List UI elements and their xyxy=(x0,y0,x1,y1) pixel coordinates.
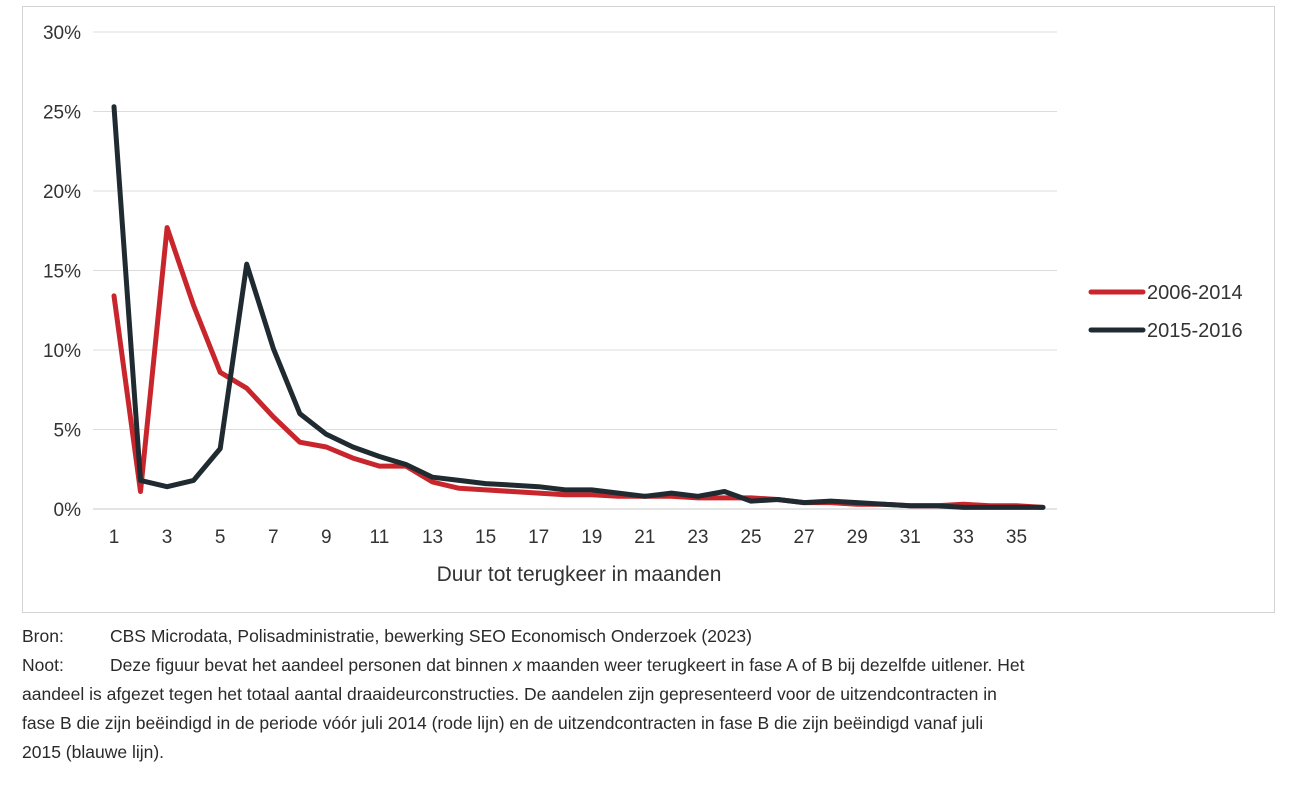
x-tick-label: 25 xyxy=(740,527,761,548)
series-line-2015-2016 xyxy=(111,104,1046,510)
x-tick-label: 5 xyxy=(215,527,226,548)
x-tick-label: 27 xyxy=(794,527,815,548)
y-tick-label: 30% xyxy=(43,23,81,44)
note-x-variable: x xyxy=(512,655,522,675)
x-tick-label: 33 xyxy=(953,527,974,548)
y-tick-label: 25% xyxy=(43,103,81,124)
x-tick-label: 7 xyxy=(268,527,279,548)
y-tick-label: 10% xyxy=(43,341,81,362)
legend: 2006-2014 2015-2016 xyxy=(1088,282,1243,342)
note-text-line-2: aandeel is afgezet tegen het totaal aant… xyxy=(22,684,997,704)
x-tick-label: 17 xyxy=(528,527,549,548)
chart-notes: Bron: CBS Microdata, Polisadministratie,… xyxy=(22,622,1277,767)
y-tick-label: 20% xyxy=(43,182,81,203)
chart-frame: 0% 5% 10% 15% 20% 25% 30% 1 3 5 7 9 11 13 15 17 19 21 23 2… xyxy=(22,6,1275,613)
x-tick-label: 11 xyxy=(370,527,390,548)
note-text-line-1: Deze figuur bevat het aandeel personen d… xyxy=(110,651,1277,680)
note-line-1: Noot: Deze figuur bevat het aandeel pers… xyxy=(22,651,1277,680)
x-tick-label: 19 xyxy=(581,527,602,548)
x-tick-label: 29 xyxy=(847,527,868,548)
x-tick-label: 31 xyxy=(900,527,921,548)
gridlines xyxy=(93,31,1057,510)
x-tick-label: 3 xyxy=(162,527,173,548)
series-line-2006-2014 xyxy=(111,225,1046,510)
note-text-line-4: 2015 (blauwe lijn). xyxy=(22,742,165,762)
note-key: Noot: xyxy=(22,655,64,675)
legend-label-2006-2014: 2006-2014 xyxy=(1147,282,1243,304)
x-tick-label: 21 xyxy=(634,527,655,548)
note-text-line1-rest: maanden weer terugkeert in fase A of B b… xyxy=(521,655,1025,675)
series-lines xyxy=(111,104,1046,510)
x-tick-label: 9 xyxy=(321,527,332,548)
note-text-line-3: fase B die zijn beëindigd in de periode … xyxy=(22,713,984,733)
x-axis-title: Duur tot terugkeer in maanden xyxy=(437,563,722,586)
x-tick-label: 1 xyxy=(109,527,120,548)
x-tick-label: 35 xyxy=(1006,527,1027,548)
y-axis-ticks: 0% 5% 10% 15% 20% 25% 30% xyxy=(43,23,81,521)
y-tick-label: 15% xyxy=(43,262,81,283)
source-key: Bron: xyxy=(22,626,64,646)
y-tick-label: 0% xyxy=(54,500,82,521)
source-text: CBS Microdata, Polisadministratie, bewer… xyxy=(110,626,752,646)
x-axis-ticks: 1 3 5 7 9 11 13 15 17 19 21 23 25 27 29 31 33 35 xyxy=(109,527,1027,548)
x-tick-label: 23 xyxy=(687,527,708,548)
source-line: Bron: CBS Microdata, Polisadministratie,… xyxy=(22,622,1277,651)
note-text-before-x: Deze figuur bevat het aandeel personen d… xyxy=(110,655,513,675)
x-tick-label: 15 xyxy=(475,527,496,548)
line-chart: 0%5%10%15%20%25%30% 1 3 5 7 9 11 13 15 17 19 21 23 2… xyxy=(43,23,1243,586)
y-tick-label: 5% xyxy=(54,421,82,442)
legend-label-2015-2016: 2015-2016 xyxy=(1147,320,1243,342)
x-tick-label: 13 xyxy=(422,527,443,548)
